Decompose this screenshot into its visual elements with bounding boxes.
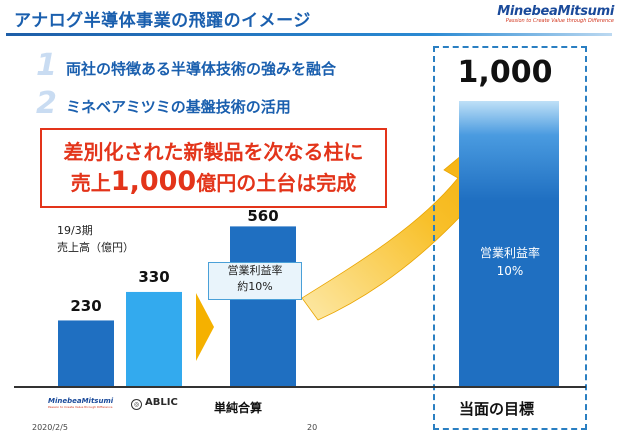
category-label-combined: 単純合算 (214, 401, 263, 415)
target-dashed-frame (433, 46, 587, 430)
footer-date: 2020/2/5 (32, 423, 68, 432)
ablic-mark-icon: ◎ (131, 399, 142, 410)
bar-ablic (126, 291, 182, 386)
logo-tagline: Passion to Create Value through Differen… (505, 18, 614, 24)
callout-amount: 1,000 (110, 166, 197, 197)
highlight-callout: 差別化された新製品を次なる柱に 売上1,000億円の土台は完成 (40, 128, 387, 208)
bar-value-label-target: 1,000 (457, 55, 553, 90)
margin-value: 10% (496, 264, 524, 278)
callout-line-1: 差別化された新製品を次なる柱に (63, 140, 364, 164)
page-title: アナログ半導体事業の飛躍のイメージ (14, 11, 311, 31)
chevron-arrow-icon (196, 293, 214, 361)
chart-baseline (14, 386, 586, 388)
point-number: 2 (36, 86, 57, 121)
category-label-target: 当面の目標 (459, 400, 535, 418)
fiscal-period: 19/3期 (57, 224, 93, 237)
bar-combined (230, 226, 296, 386)
bar-minebea (58, 320, 114, 386)
bar-value-label-combined: 560 (247, 207, 279, 225)
category-minebeamitsumi-logo: MinebeaMitsumi Passion to Create Value t… (48, 397, 113, 409)
point-number: 1 (36, 48, 57, 83)
page-number: 20 (307, 423, 318, 432)
point-text: ミネベアミツミの基盤技術の活用 (66, 98, 291, 116)
callout-suffix: 億円の土台は完成 (196, 171, 357, 195)
category-label-ablic: ABLIC (145, 397, 178, 408)
minebeamitsumi-logo: MinebeaMitsumi Passion to Create Value t… (490, 4, 614, 24)
combined-margin-box: 営業利益率 約10% (208, 262, 302, 300)
bar-value-label-minebea: 230 (70, 297, 102, 315)
callout-prefix: 売上 (70, 171, 111, 195)
category-ablic-logo: ◎ ABLIC (131, 397, 178, 410)
bar-target (459, 101, 559, 386)
margin-value: 約10% (237, 280, 273, 293)
logo-wordmark: MinebeaMitsumi (497, 4, 614, 19)
target-margin-note: 営業利益率 10% (460, 244, 560, 280)
logo-tagline-small: Passion to Create Value through Differen… (48, 405, 113, 409)
title-divider (6, 33, 612, 36)
chart-period-label: 19/3期 売上高（億円） (57, 222, 134, 256)
category-label-minebea: MinebeaMitsumi (48, 397, 114, 405)
callout-line-2: 売上1,000億円の土台は完成 (42, 166, 385, 197)
unit-label: 売上高（億円） (57, 241, 134, 254)
margin-label: 営業利益率 (227, 264, 283, 277)
margin-label: 営業利益率 (479, 246, 540, 260)
bar-value-label-ablic: 330 (138, 268, 170, 286)
point-text: 両社の特徴ある半導体技術の強みを融合 (66, 60, 337, 78)
